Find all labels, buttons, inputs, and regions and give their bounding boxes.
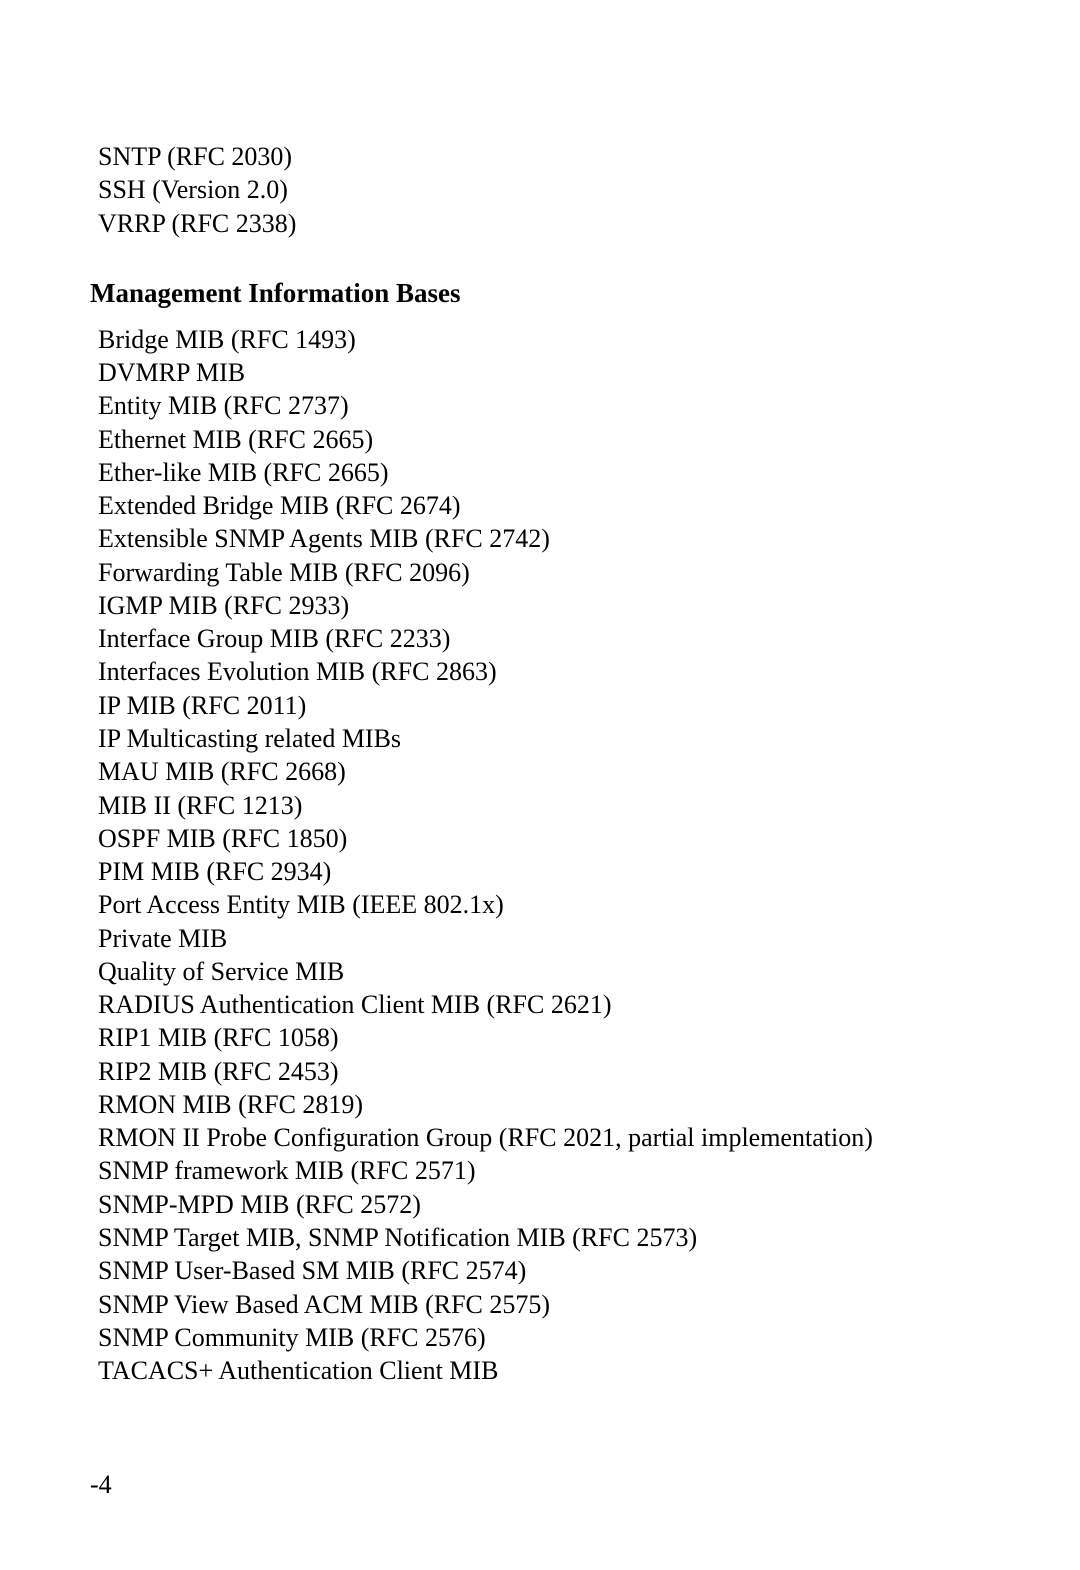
list-item: SNMP framework MIB (RFC 2571) bbox=[98, 1154, 990, 1187]
list-item: SNMP Community MIB (RFC 2576) bbox=[98, 1321, 990, 1354]
list-item: SNMP-MPD MIB (RFC 2572) bbox=[98, 1188, 990, 1221]
list-item: Bridge MIB (RFC 1493) bbox=[98, 323, 990, 356]
list-item: IGMP MIB (RFC 2933) bbox=[98, 589, 990, 622]
page-number: -4 bbox=[90, 1470, 112, 1500]
list-item: OSPF MIB (RFC 1850) bbox=[98, 822, 990, 855]
list-item: SSH (Version 2.0) bbox=[98, 173, 990, 206]
list-item: IP Multicasting related MIBs bbox=[98, 722, 990, 755]
list-item: Ethernet MIB (RFC 2665) bbox=[98, 423, 990, 456]
protocol-list: SNTP (RFC 2030) SSH (Version 2.0) VRRP (… bbox=[98, 140, 990, 240]
list-item: Private MIB bbox=[98, 922, 990, 955]
list-item: SNMP View Based ACM MIB (RFC 2575) bbox=[98, 1288, 990, 1321]
list-item: RMON II Probe Configuration Group (RFC 2… bbox=[98, 1121, 990, 1154]
list-item: RADIUS Authentication Client MIB (RFC 26… bbox=[98, 988, 990, 1021]
list-item: Interface Group MIB (RFC 2233) bbox=[98, 622, 990, 655]
list-item: DVMRP MIB bbox=[98, 356, 990, 389]
list-item: SNMP Target MIB, SNMP Notification MIB (… bbox=[98, 1221, 990, 1254]
list-item: Quality of Service MIB bbox=[98, 955, 990, 988]
list-item: Port Access Entity MIB (IEEE 802.1x) bbox=[98, 888, 990, 921]
list-item: Extended Bridge MIB (RFC 2674) bbox=[98, 489, 990, 522]
list-item: IP MIB (RFC 2011) bbox=[98, 689, 990, 722]
list-item: Forwarding Table MIB (RFC 2096) bbox=[98, 556, 990, 589]
list-item: MAU MIB (RFC 2668) bbox=[98, 755, 990, 788]
list-item: Interfaces Evolution MIB (RFC 2863) bbox=[98, 655, 990, 688]
list-item: TACACS+ Authentication Client MIB bbox=[98, 1354, 990, 1387]
list-item: Entity MIB (RFC 2737) bbox=[98, 389, 990, 422]
mib-list: Bridge MIB (RFC 1493) DVMRP MIB Entity M… bbox=[98, 323, 990, 1388]
list-item: PIM MIB (RFC 2934) bbox=[98, 855, 990, 888]
list-item: SNTP (RFC 2030) bbox=[98, 140, 990, 173]
list-item: VRRP (RFC 2338) bbox=[98, 207, 990, 240]
list-item: RMON MIB (RFC 2819) bbox=[98, 1088, 990, 1121]
list-item: MIB II (RFC 1213) bbox=[98, 789, 990, 822]
section-heading: Management Information Bases bbox=[90, 278, 990, 309]
list-item: RIP2 MIB (RFC 2453) bbox=[98, 1055, 990, 1088]
list-item: SNMP User-Based SM MIB (RFC 2574) bbox=[98, 1254, 990, 1287]
list-item: Extensible SNMP Agents MIB (RFC 2742) bbox=[98, 522, 990, 555]
list-item: Ether-like MIB (RFC 2665) bbox=[98, 456, 990, 489]
list-item: RIP1 MIB (RFC 1058) bbox=[98, 1021, 990, 1054]
